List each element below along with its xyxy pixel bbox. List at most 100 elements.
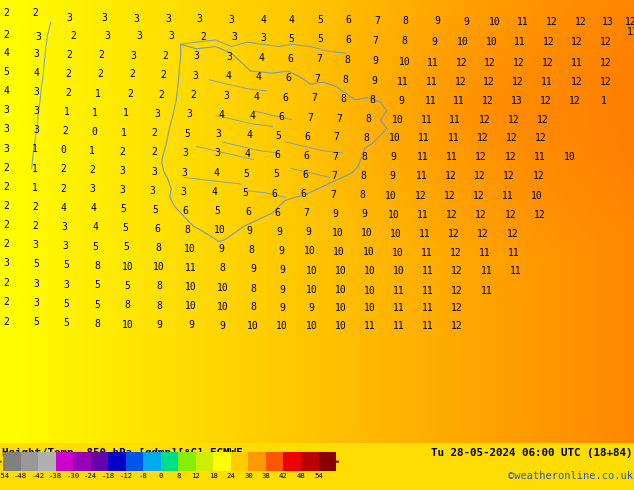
Text: ©weatheronline.co.uk: ©weatheronline.co.uk	[508, 471, 633, 481]
Text: 6: 6	[282, 93, 288, 102]
Text: 2: 2	[200, 32, 206, 42]
Text: 2: 2	[67, 50, 73, 60]
Text: 11: 11	[425, 96, 436, 106]
Text: 5: 5	[124, 281, 131, 291]
Text: 9: 9	[431, 37, 437, 47]
Text: 5: 5	[94, 300, 100, 310]
Text: 11: 11	[393, 286, 404, 296]
Text: 5: 5	[33, 259, 39, 270]
Text: 8: 8	[156, 301, 162, 311]
Text: 9: 9	[463, 17, 469, 27]
Text: 4: 4	[256, 72, 262, 82]
Bar	[3, 452, 21, 471]
Text: 1: 1	[63, 107, 70, 117]
Text: 11: 11	[422, 286, 434, 296]
Text: 11: 11	[534, 152, 545, 162]
Text: 6: 6	[154, 224, 160, 234]
Text: 11: 11	[541, 77, 553, 88]
Text: 6: 6	[287, 53, 294, 64]
Text: 2: 2	[32, 8, 38, 18]
Text: 6: 6	[274, 150, 280, 160]
Text: 11: 11	[514, 37, 526, 47]
Text: 12: 12	[451, 286, 463, 296]
Text: 12: 12	[503, 172, 515, 181]
Text: 11: 11	[508, 248, 520, 258]
Text: 54: 54	[314, 473, 323, 479]
Text: 6: 6	[285, 73, 292, 83]
Text: 8: 8	[369, 95, 375, 105]
Text: 5: 5	[33, 318, 39, 327]
Text: -42: -42	[32, 473, 45, 479]
Text: 12: 12	[451, 303, 463, 313]
Text: 3: 3	[34, 87, 40, 97]
Text: 6: 6	[304, 132, 311, 142]
Text: 4: 4	[90, 203, 96, 214]
Text: 2: 2	[60, 184, 67, 194]
Text: 11: 11	[571, 58, 583, 69]
Text: 5: 5	[214, 206, 221, 216]
Text: 3: 3	[183, 148, 189, 158]
Text: 12: 12	[508, 115, 519, 125]
Text: 5: 5	[93, 242, 99, 251]
Text: 12: 12	[415, 191, 426, 200]
Text: 11: 11	[427, 58, 439, 68]
Text: 12: 12	[505, 210, 516, 220]
Text: 12: 12	[507, 229, 518, 239]
Text: 13: 13	[511, 96, 522, 106]
Text: 10: 10	[393, 267, 404, 276]
Bar	[266, 452, 283, 471]
Bar	[196, 452, 214, 471]
Text: 2: 2	[129, 70, 135, 79]
Text: 10: 10	[385, 191, 397, 200]
Text: 3: 3	[180, 187, 186, 196]
Text: 5: 5	[243, 169, 250, 179]
Bar	[283, 452, 301, 471]
Text: 9: 9	[305, 227, 311, 237]
Text: 4: 4	[249, 111, 256, 121]
Text: 8: 8	[249, 245, 255, 255]
Text: 12: 12	[451, 267, 463, 276]
Text: 48: 48	[297, 473, 306, 479]
Text: 2: 2	[162, 51, 168, 61]
Bar	[161, 452, 178, 471]
Text: 5: 5	[273, 169, 279, 179]
Text: 3: 3	[193, 51, 200, 61]
Text: -18: -18	[101, 473, 115, 479]
Text: 8: 8	[365, 114, 372, 124]
Text: 12: 12	[446, 210, 458, 220]
Text: 8: 8	[156, 281, 162, 292]
Text: 12: 12	[456, 58, 467, 68]
Text: 12: 12	[534, 210, 545, 220]
Text: 42: 42	[279, 473, 288, 479]
Text: 10: 10	[214, 225, 225, 235]
Text: 12: 12	[191, 473, 200, 479]
Text: 10: 10	[335, 303, 346, 313]
Text: 6: 6	[278, 112, 284, 122]
Text: 8: 8	[359, 190, 365, 200]
Bar	[318, 452, 336, 471]
Text: 12: 12	[533, 172, 544, 181]
Text: 0: 0	[91, 127, 97, 137]
Text: 12: 12	[625, 17, 634, 27]
Text: 10: 10	[364, 286, 375, 296]
Text: 6: 6	[271, 189, 278, 199]
Text: 5: 5	[242, 188, 249, 198]
Text: 3: 3	[33, 298, 39, 308]
Text: 12: 12	[455, 77, 466, 87]
Text: 11: 11	[421, 115, 432, 125]
Text: 3: 3	[181, 168, 188, 177]
Text: 12: 12	[546, 17, 557, 27]
Text: 3: 3	[192, 71, 198, 81]
Text: 11: 11	[479, 248, 491, 258]
Text: 6: 6	[302, 170, 308, 180]
Text: 10: 10	[333, 247, 345, 257]
Text: 11: 11	[393, 303, 404, 313]
Text: 6: 6	[245, 207, 251, 217]
Text: 9: 9	[434, 16, 441, 26]
Text: 3: 3	[34, 49, 40, 59]
Text: 11: 11	[416, 172, 427, 181]
Text: 3: 3	[63, 280, 70, 290]
Text: 3: 3	[89, 184, 95, 195]
Text: 8: 8	[94, 261, 100, 270]
Text: 12: 12	[571, 77, 582, 88]
